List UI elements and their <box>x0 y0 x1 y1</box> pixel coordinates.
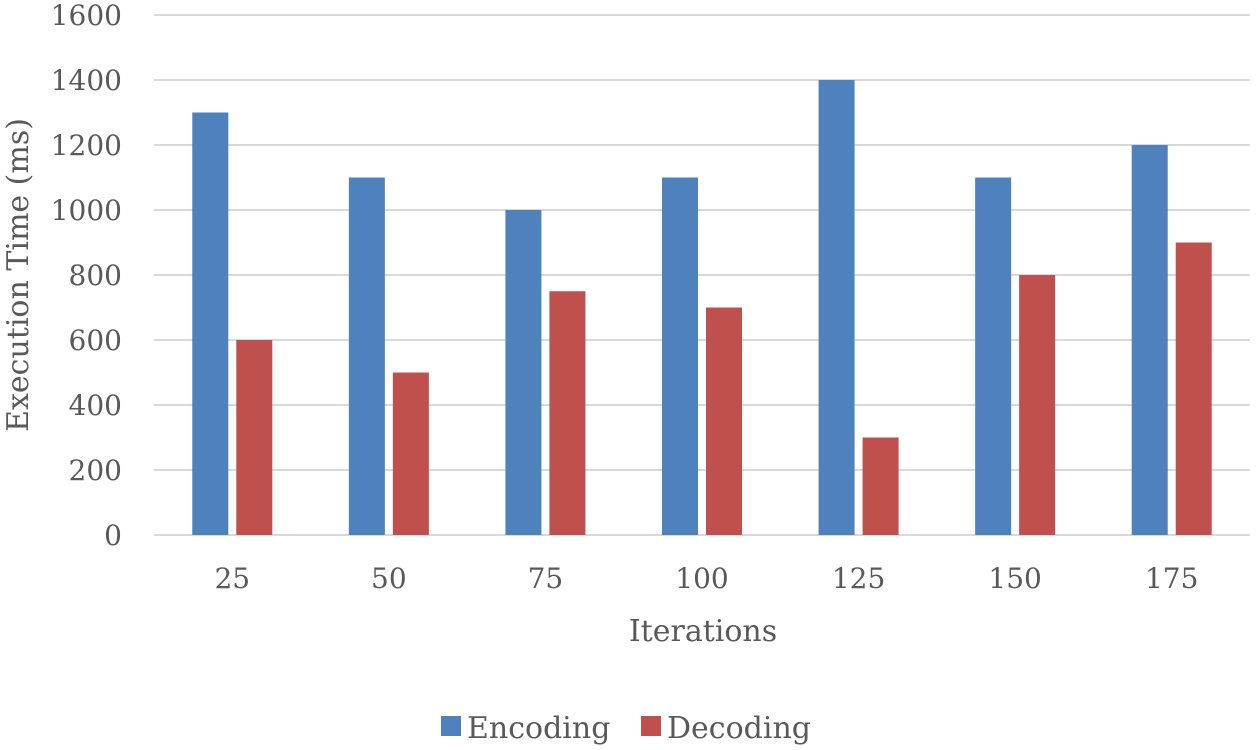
x-tick-label: 50 <box>371 562 407 595</box>
y-tick-label: 400 <box>69 389 122 422</box>
bar-encoding <box>1131 145 1168 535</box>
y-axis-title: Execution Time (ms) <box>1 118 36 432</box>
x-tick-label: 75 <box>528 562 564 595</box>
y-tick-label: 0 <box>104 519 122 552</box>
legend-label-encoding: Encoding <box>467 711 610 746</box>
bar-decoding <box>1019 275 1056 535</box>
y-tick-label: 1000 <box>51 194 122 227</box>
y-tick-label: 600 <box>69 324 122 357</box>
legend-swatch-encoding <box>441 716 461 736</box>
y-tick-label: 800 <box>69 259 122 292</box>
bar-decoding <box>392 372 429 535</box>
bar-encoding <box>818 80 855 535</box>
y-tick-label: 1200 <box>51 129 122 162</box>
y-axis-ticks: 0 200 400 600 800 1000 1200 1400 1600 <box>51 0 122 552</box>
bar-encoding <box>975 177 1012 535</box>
bar-decoding <box>862 437 899 535</box>
x-tick-label: 125 <box>832 562 885 595</box>
x-tick-label: 150 <box>988 562 1041 595</box>
x-tick-label: 25 <box>214 562 250 595</box>
bar-encoding <box>505 210 542 535</box>
x-axis-ticks: 25 50 75 100 125 150 175 <box>214 562 1198 595</box>
legend: Encoding Decoding <box>441 711 811 746</box>
x-tick-label: 100 <box>675 562 728 595</box>
bar-decoding <box>236 340 273 535</box>
x-tick-label: 175 <box>1145 562 1198 595</box>
bar-decoding <box>706 307 742 535</box>
bar-encoding <box>348 177 385 535</box>
bar-encoding <box>192 112 229 535</box>
bars <box>192 80 1212 535</box>
gridlines <box>154 14 1250 536</box>
y-tick-label: 1400 <box>51 64 122 97</box>
bar-decoding <box>549 291 586 535</box>
x-axis-title: Iterations <box>629 614 777 649</box>
bar-decoding <box>1175 242 1212 535</box>
bar-encoding <box>662 177 698 535</box>
legend-label-decoding: Decoding <box>667 711 811 746</box>
legend-swatch-decoding <box>641 716 661 736</box>
y-tick-label: 200 <box>69 454 122 487</box>
y-tick-label: 1600 <box>51 0 122 32</box>
